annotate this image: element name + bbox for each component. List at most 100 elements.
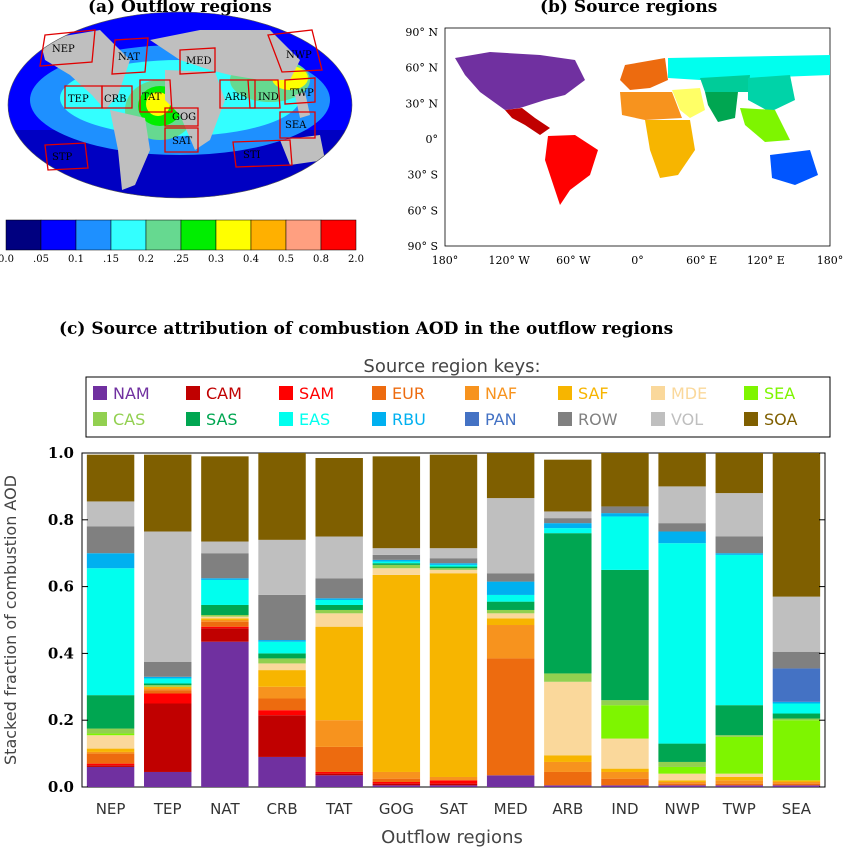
- region-label-nat: NAT: [118, 52, 140, 63]
- x-tick-label: SAT: [439, 800, 468, 818]
- bar-segment-arb-naf: [544, 761, 592, 772]
- colorbar-tick-label: 2.0: [348, 254, 364, 265]
- region-label-sti: STI: [243, 150, 261, 161]
- x-tick-label: IND: [611, 800, 638, 818]
- map-b-lon-label: 180°: [432, 254, 459, 267]
- bar-segment-sea-soa: [772, 453, 821, 597]
- colorbar-swatch: [250, 219, 287, 251]
- bar-segment-tat-cas: [315, 609, 363, 614]
- bar-segment-sat-naf: [429, 776, 478, 781]
- bar-segment-tep-saf: [144, 686, 192, 689]
- bar-segment-gog-eas: [372, 561, 421, 564]
- bar-segment-sea-sea: [772, 720, 821, 781]
- legend-swatch-saf: [558, 386, 572, 400]
- bar-segment-arb-rbu: [544, 523, 592, 529]
- colorbar-swatch: [75, 219, 112, 251]
- bar-segment-gog-naf: [372, 771, 421, 779]
- bar-segment-sat-cas: [429, 568, 478, 570]
- bar-segment-gog-eur: [372, 778, 421, 782]
- bar-segment-nep-sam: [86, 763, 135, 766]
- y-tick-label: 0.0: [48, 778, 74, 796]
- bar-segment-twp-sas: [715, 705, 763, 736]
- bar-segment-tat-mde: [315, 613, 363, 627]
- colorbar-tick-label: 0.0: [0, 254, 14, 265]
- bar-segment-crb-sam: [258, 710, 306, 716]
- bar-segment-ind-nam: [601, 785, 649, 787]
- bar-segment-nwp-saf: [658, 780, 706, 782]
- region-label-ind: IND: [258, 92, 279, 103]
- bar-segment-tep-sas: [144, 683, 192, 686]
- bar-segment-ind-naf: [601, 771, 649, 779]
- bar-segment-gog-cas: [372, 564, 421, 569]
- bar-segment-twp-rbu: [715, 553, 763, 555]
- bar-segment-nwp-rbu: [658, 531, 706, 544]
- bar-segment-nat-sam: [201, 626, 249, 629]
- legend-label-sea: SEA: [764, 384, 795, 403]
- bar-segment-med-eur: [486, 658, 535, 776]
- colorbar-tick-label: .15: [103, 254, 119, 265]
- bar-segment-tat-soa: [315, 458, 363, 537]
- bar-segment-sat-cam: [429, 783, 478, 786]
- region-label-tat: TAT: [142, 92, 162, 103]
- bar-segment-med-sas: [486, 601, 535, 610]
- bar-segment-crb-row: [258, 594, 306, 641]
- bar-segment-nwp-nam: [658, 785, 706, 787]
- bar-segment-nwp-sas: [658, 743, 706, 762]
- bar-segment-nep-eur: [86, 753, 135, 764]
- bar-segment-crb-vol: [258, 539, 306, 595]
- x-tick-label: NWP: [665, 800, 700, 818]
- legend-swatch-eas: [279, 412, 293, 426]
- x-tick-label: GOG: [379, 800, 414, 818]
- legend-label-sas: SAS: [206, 410, 238, 429]
- bar-segment-nep-soa: [86, 454, 135, 502]
- bar-segment-twp-nam: [715, 785, 763, 787]
- bar-segment-sat-mde: [429, 569, 478, 574]
- bar-segment-nep-mde: [86, 735, 135, 749]
- legend-swatch-naf: [465, 386, 479, 400]
- bar-segment-ind-mde: [601, 738, 649, 769]
- bar-segment-tat-row: [315, 578, 363, 599]
- bar-segment-gog-soa: [372, 456, 421, 549]
- region-label-sea: SEA: [285, 120, 307, 131]
- legend-swatch-sam: [279, 386, 293, 400]
- map-b-lat-label: 0°: [426, 133, 439, 146]
- y-tick-label: 0.2: [48, 711, 74, 729]
- bar-segment-crb-naf: [258, 686, 306, 699]
- bar-segment-sea-naf: [772, 781, 821, 784]
- bar-segment-med-row: [486, 573, 535, 582]
- bar-segment-sat-saf: [429, 573, 478, 777]
- bar-segment-tep-cas: [144, 685, 192, 687]
- legend-label-vol: VOL: [671, 410, 703, 429]
- legend-label-eur: EUR: [392, 384, 425, 403]
- legend-label-cas: CAS: [113, 410, 145, 429]
- bar-segment-med-mde: [486, 613, 535, 619]
- bar-segment-nat-mde: [201, 616, 249, 619]
- bar-segment-twp-cas: [715, 735, 763, 737]
- bar-segment-arb-saf: [544, 755, 592, 762]
- colorbar-tick-label: 0.2: [138, 254, 154, 265]
- region-label-tep: TEP: [68, 94, 89, 105]
- region-label-nep: NEP: [52, 44, 75, 55]
- map-b-lon-label: 60° W: [556, 254, 591, 267]
- colorbar-swatch: [40, 219, 77, 251]
- legend-label-rbu: RBU: [392, 410, 426, 429]
- bar-segment-nwp-naf: [658, 781, 706, 784]
- legend-swatch-sea: [744, 386, 758, 400]
- bar-segment-crb-cam: [258, 715, 306, 757]
- bar-segment-arb-nam: [544, 785, 592, 787]
- bar-segment-nat-row: [201, 553, 249, 579]
- legend-label-pan: PAN: [485, 410, 517, 429]
- bar-segment-gog-sas: [372, 563, 421, 565]
- bar-segment-crb-sas: [258, 653, 306, 659]
- bar-segment-tat-cam: [315, 773, 363, 776]
- bar-segment-nep-vol: [86, 501, 135, 527]
- bar-segment-nwp-row: [658, 523, 706, 532]
- bar-segment-sea-eas: [772, 703, 821, 714]
- bar-segment-tep-eur: [144, 690, 192, 694]
- bar-segment-nwp-mde: [658, 773, 706, 781]
- bar-segment-sea-rbu: [772, 701, 821, 704]
- bar-segment-nat-naf: [201, 620, 249, 622]
- bar-segment-gog-rbu: [372, 559, 421, 562]
- bar-segment-tep-eas: [144, 678, 192, 684]
